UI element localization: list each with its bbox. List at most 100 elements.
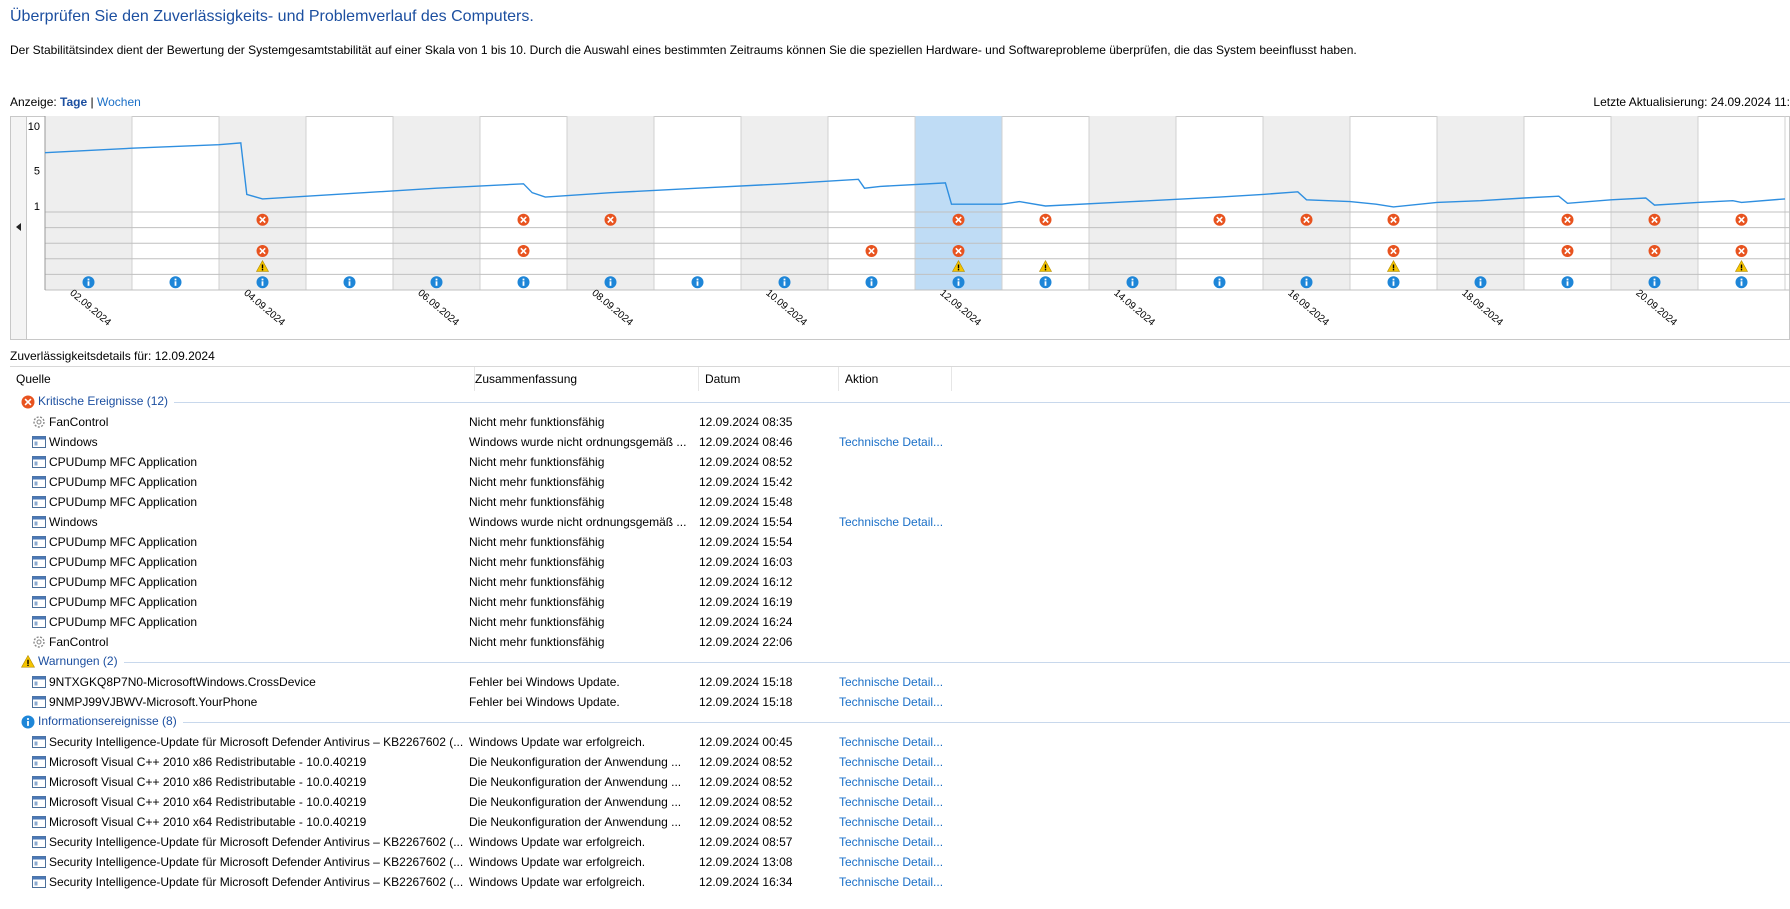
info-icon-dot xyxy=(870,278,873,281)
table-row[interactable]: CPUDump MFC Application Nicht mehr funkti… xyxy=(10,452,1790,472)
row-icon-wrap xyxy=(31,435,47,449)
day-column-shade xyxy=(45,116,132,290)
technical-details-link[interactable]: Technische Detail... xyxy=(839,735,944,749)
table-row[interactable]: FanControl Nicht mehr funktionsfähig 12.09… xyxy=(10,632,1790,652)
technical-details-link[interactable]: Technische Detail... xyxy=(839,875,944,889)
info-icon-dot xyxy=(1305,278,1308,281)
info-icon-dot xyxy=(783,278,786,281)
event-group-label[interactable]: Kritische Ereignisse (12) xyxy=(38,394,169,408)
column-header-date[interactable]: Datum xyxy=(699,367,839,391)
app-titlebar xyxy=(32,496,46,500)
info-icon-stem xyxy=(27,721,29,726)
technical-details-link[interactable]: Technische Detail... xyxy=(839,515,944,529)
row-date: 12.09.2024 16:12 xyxy=(699,575,793,589)
table-row[interactable]: CPUDump MFC Application Nicht mehr funkti… xyxy=(10,612,1790,632)
view-weeks-link[interactable]: Wochen xyxy=(96,95,141,109)
application-icon xyxy=(32,676,46,688)
table-row[interactable]: FanControl Nicht mehr funktionsfähig 12.09… xyxy=(10,412,1790,432)
technical-details-link[interactable]: Technische Detail... xyxy=(839,675,944,689)
row-summary: Die Neukonfiguration der Anwendung ... xyxy=(469,755,682,769)
table-row[interactable]: CPUDump MFC Application Nicht mehr funkti… xyxy=(10,472,1790,492)
warning-event-marker xyxy=(1734,259,1749,272)
view-days-link[interactable]: Tage xyxy=(60,95,88,109)
technical-details-link[interactable]: Technische Detail... xyxy=(839,755,944,769)
row-icon-wrap xyxy=(31,675,47,689)
table-header: Quelle Zusammenfassung Datum ^ Aktion xyxy=(10,367,1790,392)
table-row[interactable]: Windows Windows wurde nicht ordnungsgemäß… xyxy=(10,512,1790,532)
info-icon-dot xyxy=(1131,278,1134,281)
technical-details-link[interactable]: Technische Detail... xyxy=(839,775,944,789)
technical-details-link[interactable]: Technische Detail... xyxy=(839,695,944,709)
row-date: 12.09.2024 15:48 xyxy=(699,495,793,509)
technical-details-link[interactable]: Technische Detail... xyxy=(839,855,944,869)
application-icon xyxy=(32,796,46,808)
error-event-marker xyxy=(517,213,530,226)
info-icon-dot xyxy=(522,278,525,281)
event-group-header[interactable]: Informationsereignisse (8) xyxy=(10,712,1790,732)
table-row[interactable]: 9NTXGKQ8P7N0-MicrosoftWindows.CrossDevic… xyxy=(10,672,1790,692)
row-icon-wrap xyxy=(31,495,47,509)
column-header-action[interactable]: Aktion xyxy=(839,367,952,391)
event-group-header[interactable]: Warnungen (2) xyxy=(10,652,1790,672)
row-icon-wrap xyxy=(31,455,47,469)
app-titlebar xyxy=(32,856,46,860)
row-source: 9NTXGKQ8P7N0-MicrosoftWindows.CrossDevic… xyxy=(49,675,316,689)
info-icon-dot xyxy=(174,278,177,281)
table-row[interactable]: Security Intelligence-Update für Microso… xyxy=(10,872,1790,892)
column-header-source[interactable]: Quelle xyxy=(10,367,475,391)
table-row[interactable]: CPUDump MFC Application Nicht mehr funkti… xyxy=(10,532,1790,552)
error-icon-x xyxy=(955,247,962,255)
app-titlebar xyxy=(32,756,46,760)
y-tick-label: 5 xyxy=(34,165,40,177)
table-row[interactable]: CPUDump MFC Application Nicht mehr funkti… xyxy=(10,572,1790,592)
technical-details-link[interactable]: Technische Detail... xyxy=(839,435,944,449)
row-source: Microsoft Visual C++ 2010 x86 Redistribu… xyxy=(49,755,367,769)
row-source: Security Intelligence-Update für Microso… xyxy=(49,735,464,749)
app-content xyxy=(34,521,38,526)
table-row[interactable]: 9NMPJ99VJBWV-Microsoft.YourPhone Fehler b… xyxy=(10,692,1790,712)
error-event-marker xyxy=(256,245,269,257)
table-row[interactable]: CPUDump MFC Application Nicht mehr funkti… xyxy=(10,492,1790,512)
table-row[interactable]: Windows Windows wurde nicht ordnungsgemäß… xyxy=(10,432,1790,452)
app-content xyxy=(34,781,38,786)
error-icon-x xyxy=(1042,216,1049,224)
technical-details-link[interactable]: Technische Detail... xyxy=(839,815,944,829)
row-source: Windows xyxy=(49,515,98,529)
row-date: 12.09.2024 08:52 xyxy=(699,795,793,809)
warning-icon-dot xyxy=(1044,269,1047,271)
info-icon-dot xyxy=(435,278,438,281)
technical-details-link[interactable]: Technische Detail... xyxy=(839,835,944,849)
info-event-marker xyxy=(1735,276,1748,289)
table-row[interactable]: CPUDump MFC Application Nicht mehr funkti… xyxy=(10,552,1790,572)
table-row[interactable]: Microsoft Visual C++ 2010 x86 Redistribu… xyxy=(10,772,1790,792)
table-row[interactable]: Microsoft Visual C++ 2010 x64 Redistribu… xyxy=(10,812,1790,832)
table-row[interactable]: Microsoft Visual C++ 2010 x86 Redistribu… xyxy=(10,752,1790,772)
info-event-marker xyxy=(430,276,443,289)
warning-icon-mark xyxy=(27,659,29,664)
error-event-marker xyxy=(1300,213,1313,226)
table-row[interactable]: Security Intelligence-Update für Microso… xyxy=(10,832,1790,852)
warning-event-marker xyxy=(1386,259,1401,272)
error-icon-x xyxy=(1390,216,1397,224)
warning-icon-mark xyxy=(261,264,264,269)
info-event-marker xyxy=(1387,276,1400,289)
row-icon-wrap xyxy=(31,795,47,809)
info-icon-stem xyxy=(348,281,351,286)
technical-details-link[interactable]: Technische Detail... xyxy=(839,795,944,809)
table-row[interactable]: Security Intelligence-Update für Microso… xyxy=(10,852,1790,872)
application-icon xyxy=(32,536,46,548)
column-header-summary[interactable]: Zusammenfassung xyxy=(469,367,699,391)
app-titlebar xyxy=(32,436,46,440)
event-group-header[interactable]: Kritische Ereignisse (12) xyxy=(10,392,1790,412)
table-row[interactable]: Microsoft Visual C++ 2010 x64 Redistribu… xyxy=(10,792,1790,812)
event-group-label[interactable]: Informationsereignisse (8) xyxy=(38,714,177,728)
row-icon-wrap xyxy=(31,815,47,829)
info-icon xyxy=(21,715,35,729)
event-group-label[interactable]: Warnungen (2) xyxy=(38,654,118,668)
table-row[interactable]: CPUDump MFC Application Nicht mehr funkti… xyxy=(10,592,1790,612)
app-content xyxy=(34,581,38,586)
table-row[interactable]: Security Intelligence-Update für Microso… xyxy=(10,732,1790,752)
row-icon-wrap xyxy=(31,595,47,609)
scroll-left-icon[interactable] xyxy=(16,223,21,231)
